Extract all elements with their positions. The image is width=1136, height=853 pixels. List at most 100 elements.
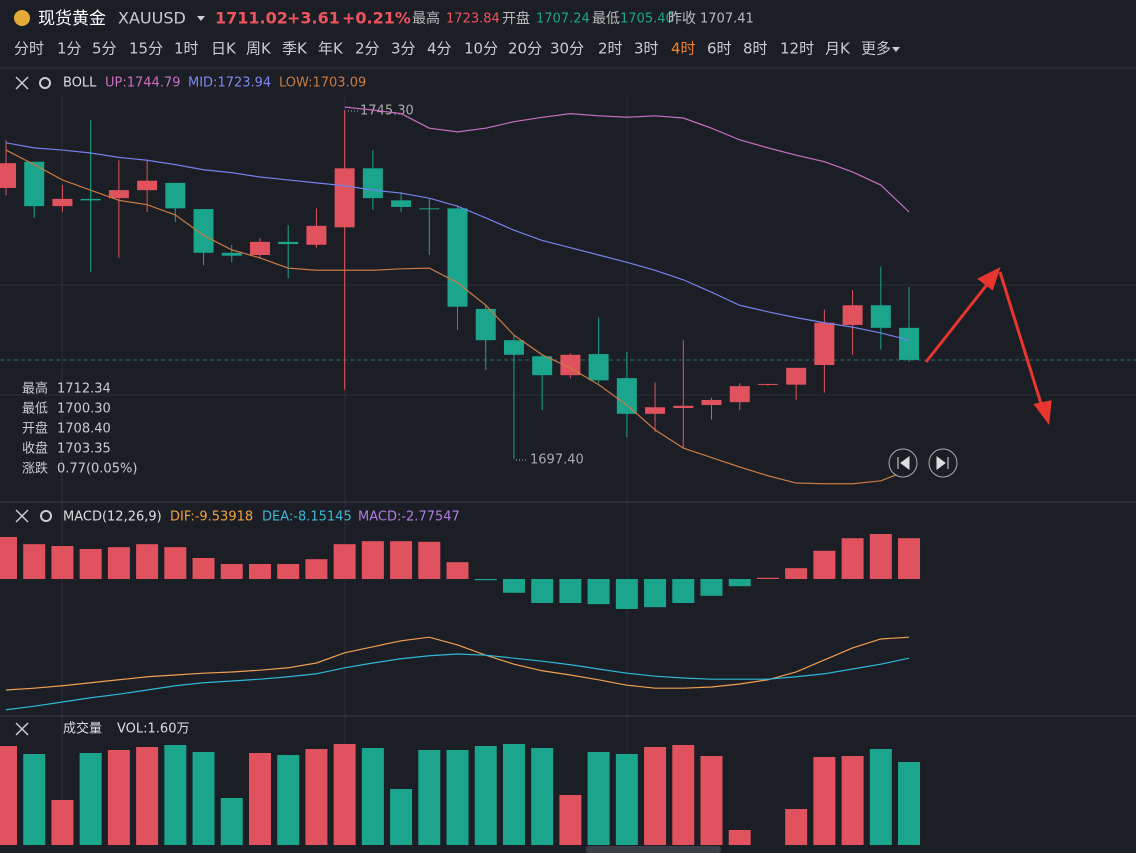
stat-label: 最低 (592, 11, 620, 27)
candle-body (870, 305, 891, 328)
timeframe-tab[interactable]: 5分 (92, 40, 117, 58)
timeframe-tab[interactable]: 季K (282, 40, 308, 58)
timeframe-tab[interactable]: 30分 (550, 40, 584, 58)
macd-bar (615, 578, 638, 609)
timeframe-tab[interactable]: 1分 (57, 40, 82, 58)
timeframe-tab[interactable]: 3分 (391, 40, 416, 58)
timeframe-tab[interactable]: 2时 (598, 40, 623, 58)
timeframe-tab[interactable]: 12时 (780, 40, 814, 58)
info-label: 涨跌 (22, 461, 48, 477)
symbol-name[interactable]: 现货黄金 (38, 9, 106, 29)
macd-bar (23, 544, 46, 579)
macd-bar (785, 568, 808, 579)
macd-bar (51, 545, 74, 579)
candle-body (391, 200, 412, 207)
volume-bar (531, 748, 554, 845)
boll-line (5, 149, 910, 485)
candle-body (137, 180, 158, 191)
macd-bar (502, 578, 525, 593)
macd-bar (869, 533, 892, 579)
volume-bar (418, 750, 441, 845)
macd-bar (107, 547, 130, 579)
timeframe-tab[interactable]: 周K (246, 40, 272, 58)
volume-bar (390, 789, 413, 845)
macd-bar (474, 578, 497, 581)
settings-icon[interactable] (40, 510, 52, 522)
volume-bar (248, 753, 271, 845)
close-icon[interactable] (15, 76, 29, 90)
macd-bar (192, 557, 215, 579)
timeframe-tab[interactable]: 日K (211, 40, 237, 58)
timeframe-tab[interactable]: 10分 (464, 40, 498, 58)
timeframe-tab[interactable]: 3时 (634, 40, 659, 58)
symbol-code[interactable]: XAUUSD (118, 9, 186, 28)
change-pct: +0.21% (342, 9, 411, 28)
close-icon[interactable] (15, 722, 29, 736)
price: 1711.02 (215, 9, 288, 28)
candle-body (899, 327, 920, 360)
volume-bar (192, 752, 215, 845)
macd-bar (361, 541, 384, 579)
symbol-icon (14, 10, 30, 26)
scrollbar[interactable] (586, 846, 721, 853)
candle-body (475, 308, 496, 341)
candle-body (757, 383, 778, 385)
macd-bar (813, 550, 836, 579)
macd-bar (277, 563, 300, 579)
more-icon[interactable] (892, 47, 900, 52)
timeframe-tab[interactable]: 20分 (508, 40, 542, 58)
settings-icon[interactable] (39, 77, 51, 89)
candle-body (165, 182, 186, 209)
volume-bar (869, 749, 892, 845)
candle-body (108, 190, 129, 199)
timeframe-tab[interactable]: 8时 (743, 40, 768, 58)
prev-icon (897, 456, 910, 470)
stat-label: 开盘 (502, 10, 530, 27)
timeframe-tab[interactable]: 年K (318, 40, 344, 58)
candle-body (701, 399, 722, 406)
volume-bar (502, 744, 525, 845)
volume-bar (333, 744, 356, 845)
candle-body (249, 241, 270, 255)
timeframe-tab[interactable]: 2分 (355, 40, 380, 58)
macd-bar (644, 578, 667, 608)
candle-body (814, 322, 835, 365)
stat-value: 1707.41 (700, 12, 754, 27)
volume-bar (898, 762, 921, 845)
close-icon[interactable] (15, 509, 29, 523)
timeframe-tab[interactable]: 15分 (129, 40, 163, 58)
candle-body (278, 241, 299, 245)
dropdown-icon[interactable] (197, 16, 205, 21)
candle-body (673, 405, 694, 408)
macd-bar (898, 538, 921, 579)
info-value: 0.77(0.05%) (57, 462, 137, 477)
legend-mid: MID:1723.94 (188, 76, 271, 91)
timeframe-tab[interactable]: 4时 (671, 40, 696, 58)
legend-up: UP:1744.79 (105, 76, 181, 91)
volume-bar (23, 754, 46, 845)
timeframe-tab[interactable]: 分时 (14, 40, 44, 58)
timeframe-tab[interactable]: 4分 (427, 40, 452, 58)
macd-bar (728, 578, 751, 587)
timeframe-tab[interactable]: 1时 (174, 40, 199, 58)
macd-bar (531, 578, 554, 603)
info-value: 1703.35 (57, 442, 111, 457)
legend-low: LOW:1703.09 (279, 76, 366, 91)
candle-body (362, 168, 383, 199)
candle-body (52, 198, 73, 207)
candle-body (0, 163, 16, 188)
volume-bar (841, 756, 864, 845)
macd-bar (446, 562, 469, 579)
candle-body (842, 305, 863, 325)
macd-bar (333, 544, 356, 579)
timeframe-tab[interactable]: 6时 (707, 40, 732, 58)
volume-bar (813, 757, 836, 845)
stat-label: 昨收 (668, 11, 696, 27)
timeframe-tab[interactable]: 月K (825, 40, 851, 58)
volume-bar (305, 749, 328, 845)
candle-body (645, 407, 666, 414)
timeframe-tab[interactable]: 更多 (861, 40, 891, 58)
volume-bar (644, 747, 667, 845)
boll-line (344, 106, 910, 213)
